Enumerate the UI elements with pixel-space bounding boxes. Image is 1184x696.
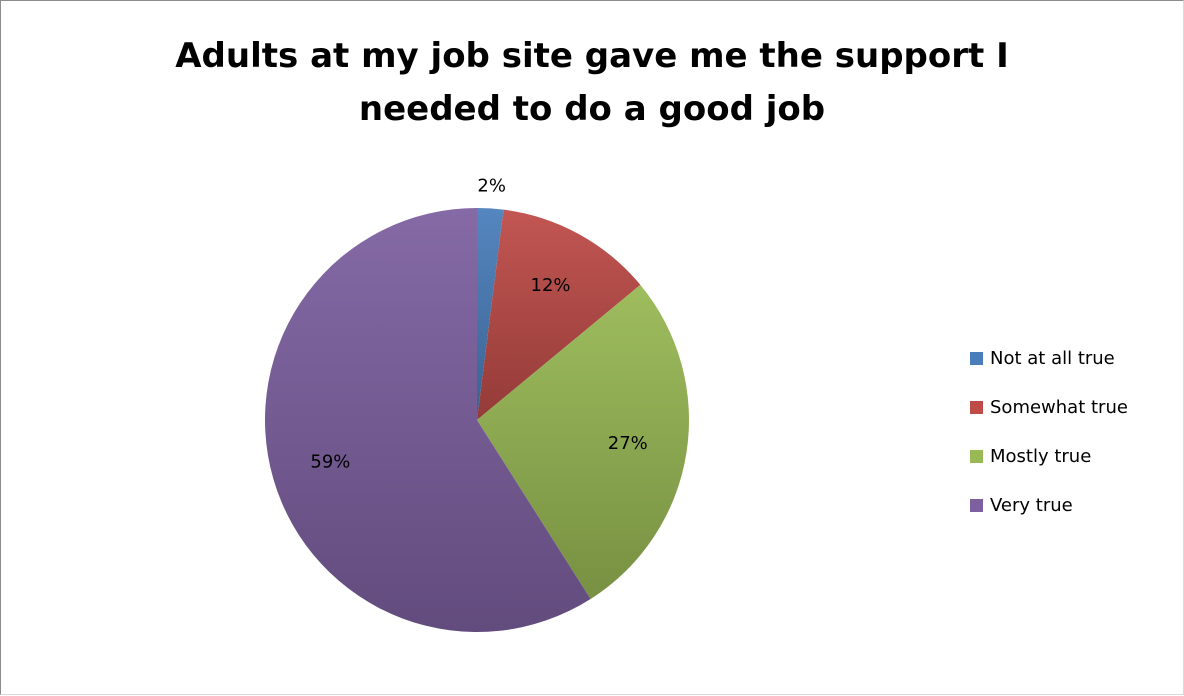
legend-label-somewhat-true: Somewhat true — [990, 397, 1128, 418]
legend-swatch-not-at-all-true — [970, 352, 983, 365]
legend: Not at all true Somewhat true Mostly tru… — [970, 334, 1170, 530]
legend-label-very-true: Very true — [990, 495, 1073, 516]
data-label-not-at-all-true: 2% — [477, 175, 506, 196]
chart-title: Adults at my job site gave me the suppor… — [100, 30, 1084, 136]
data-label-very-true: 59% — [310, 452, 350, 473]
data-label-mostly-true: 27% — [608, 433, 648, 454]
legend-item-somewhat-true: Somewhat true — [970, 383, 1170, 432]
legend-item-very-true: Very true — [970, 481, 1170, 530]
legend-label-not-at-all-true: Not at all true — [990, 348, 1115, 369]
chart-title-line-2: needed to do a good job — [358, 89, 826, 129]
legend-swatch-very-true — [970, 499, 983, 512]
legend-item-mostly-true: Mostly true — [970, 432, 1170, 481]
legend-swatch-somewhat-true — [970, 401, 983, 414]
data-label-somewhat-true: 12% — [531, 275, 571, 296]
pie-slice-very-true — [265, 208, 591, 633]
chart-title-line-1: Adults at my job site gave me the suppor… — [175, 36, 1009, 76]
legend-swatch-mostly-true — [970, 450, 983, 463]
legend-item-not-at-all-true: Not at all true — [970, 334, 1170, 383]
pie-slice-not-at-all-true — [477, 208, 504, 420]
legend-label-mostly-true: Mostly true — [990, 446, 1092, 467]
pie-slice-mostly-true — [477, 284, 689, 599]
pie-slice-somewhat-true — [477, 209, 641, 420]
